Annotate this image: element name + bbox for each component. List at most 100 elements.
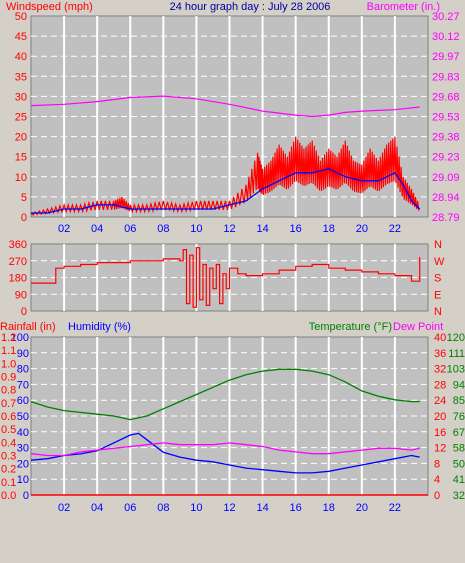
temp-c-tick-label: 20: [434, 411, 446, 423]
rainfall-legend: Rainfall (in): [0, 321, 56, 333]
wind-y2tick-label: 29.09: [432, 172, 460, 184]
wind-ytick-label: 45: [15, 31, 27, 43]
temp-xtick-label: 12: [223, 502, 235, 514]
dir-y2tick-label: N: [434, 306, 442, 318]
temp-xtick-label: 06: [124, 502, 136, 514]
humidity-legend: Humidity (%): [68, 321, 131, 333]
wind-y2tick-label: 28.79: [432, 212, 460, 224]
wind-barometer-panel: 0 5 10 15 20 25 30 35 40 45 50 28.79 28.94 29.09 29.23…: [15, 11, 460, 235]
rain-tick-label: 1.2: [1, 332, 16, 344]
dir-y2tick-label: N: [434, 239, 442, 251]
dir-ytick-label: 180: [9, 273, 27, 285]
wind-ytick-label: 25: [15, 112, 27, 124]
wind-y2tick-label: 30.27: [432, 11, 460, 23]
wind-ytick-label: 50: [15, 11, 27, 23]
temp-f-tick-label: 111: [448, 348, 465, 360]
temp-f-tick-label: 120: [447, 332, 465, 344]
temp-xtick-label: 02: [58, 502, 70, 514]
wind-xtick-label: 16: [290, 223, 302, 235]
temp-ytick-label: 90: [17, 348, 29, 360]
dir-ytick-label: 0: [21, 306, 27, 318]
temp-c-tick-label: 0: [434, 490, 440, 502]
temp-c-tick-label: 40: [434, 332, 446, 344]
wind-y2tick-label: 29.23: [432, 152, 460, 164]
avg-windspeed-line: [31, 168, 421, 214]
wind-xtick-label: 14: [256, 223, 268, 235]
temp-c-tick-label: 8: [434, 458, 440, 470]
temp-c-tick-label: 16: [434, 427, 446, 439]
temp-ytick-label: 60: [17, 395, 29, 407]
temp-f-tick-label: 50: [453, 458, 465, 470]
rain-tick-label: 0.0: [1, 490, 16, 502]
wind-xtick-label: 02: [58, 223, 70, 235]
wind-ytick-label: 15: [15, 152, 27, 164]
temp-c-tick-label: 12: [434, 443, 446, 455]
wind-ytick-label: 40: [15, 51, 27, 63]
wind-ytick-label: 0: [21, 212, 27, 224]
direction-line: [31, 247, 421, 308]
dewpoint-line: [30, 442, 420, 457]
temp-f-tick-label: 76: [453, 411, 465, 423]
dir-ytick-label: 270: [9, 256, 27, 268]
rain-tick-label: 0.6: [1, 411, 16, 423]
temp-xtick-label: 14: [256, 502, 268, 514]
temp-f-tick-label: 85: [453, 395, 465, 407]
dir-ytick-label: 90: [15, 289, 27, 301]
temp-xtick-label: 10: [190, 502, 202, 514]
temp-f-tick-label: 32: [453, 490, 465, 502]
temp-ytick-label: 40: [17, 427, 29, 439]
temp-f-tick-label: 67: [453, 427, 465, 439]
dir-y2tick-label: E: [434, 289, 441, 301]
rain-tick-label: 0.8: [1, 385, 16, 397]
temp-f-tick-label: 103: [447, 364, 465, 376]
rain-tick-label: 1.1: [1, 345, 16, 357]
temp-f-tick-label: 41: [453, 474, 465, 486]
wind-xtick-label: 04: [91, 223, 103, 235]
temp-ytick-label: 30: [17, 443, 29, 455]
rain-tick-label: 0.4: [1, 437, 16, 449]
temp-c-tick-label: 28: [434, 379, 446, 391]
temp-ytick-label: 0: [23, 490, 29, 502]
temp-ytick-label: 70: [17, 379, 29, 391]
rain-tick-label: 0.7: [1, 398, 16, 410]
rain-tick-label: 0.9: [1, 372, 16, 384]
wind-y2tick-label: 29.68: [432, 91, 460, 103]
wind-y2tick-label: 28.94: [432, 192, 460, 204]
temp-c-tick-label: 4: [434, 474, 440, 486]
rain-tick-label: 0.2: [1, 464, 16, 476]
temp-f-tick-label: 94: [453, 379, 465, 391]
temp-xtick-label: 16: [290, 502, 302, 514]
temp-ytick-label: 80: [17, 364, 29, 376]
dewpoint-legend: Dew Point: [393, 321, 443, 333]
wind-xtick-label: 10: [190, 223, 202, 235]
dir-y2tick-label: W: [434, 256, 445, 268]
wind-ytick-label: 30: [15, 91, 27, 103]
wind-y2tick-label: 29.83: [432, 71, 460, 83]
wind-xtick-label: 22: [389, 223, 401, 235]
rain-tick-label: 1.0: [1, 358, 16, 370]
wind-ytick-label: 10: [15, 172, 27, 184]
wind-ytick-label: 5: [21, 192, 27, 204]
temperature-legend: Temperature (°F): [309, 321, 392, 333]
temp-ytick-label: 20: [17, 458, 29, 470]
rain-tick-label: 0.1: [1, 477, 16, 489]
temp-xtick-label: 04: [91, 502, 103, 514]
dir-ytick-label: 360: [9, 239, 27, 251]
rain-tick-label: 0.3: [1, 451, 16, 463]
temp-ytick-label: 50: [17, 411, 29, 423]
wind-xtick-label: 12: [223, 223, 235, 235]
wind-xtick-label: 06: [124, 223, 136, 235]
wind-y2tick-label: 29.97: [432, 51, 460, 63]
rain-tick-label: 0.5: [1, 424, 16, 436]
temp-humidity-panel: 01020304050607080901000.00.10.20.30.40.5…: [1, 332, 465, 514]
temp-xtick-label: 22: [389, 502, 401, 514]
wind-xtick-label: 08: [157, 223, 169, 235]
barometer-axis-title: Barometer (in.): [367, 1, 440, 13]
temp-ytick-label: 100: [11, 332, 29, 344]
temp-f-tick-label: 58: [453, 443, 465, 455]
temp-xtick-label: 18: [323, 502, 335, 514]
wind-y2tick-label: 30.12: [432, 31, 460, 43]
windspeed-line: [30, 136, 420, 216]
